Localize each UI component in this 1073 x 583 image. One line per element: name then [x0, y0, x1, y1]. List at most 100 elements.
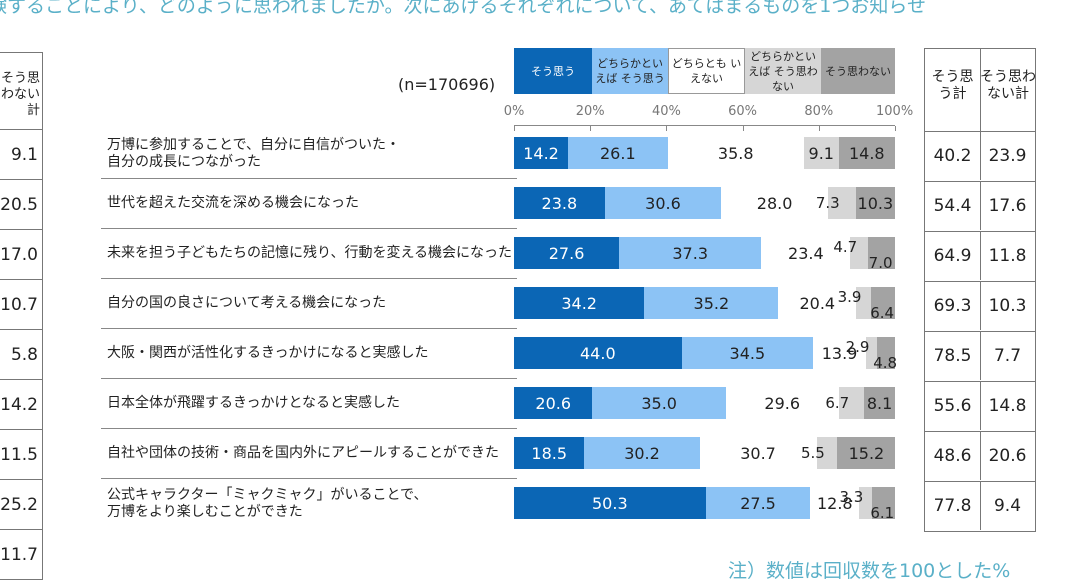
bar-segment: 10.3 — [855, 187, 895, 219]
disagree-total-cell: 14.8 — [988, 396, 1027, 416]
bar-segment: 14.8 — [838, 137, 895, 169]
x-tick-label: 20% — [575, 104, 605, 119]
x-tick-mark — [514, 126, 515, 131]
summary-table-header: そう思う計 そう思わない計 — [924, 48, 1036, 132]
bar-segment: 50.3 — [514, 487, 706, 519]
row-separator — [101, 178, 517, 179]
bar-segment: 34.5 — [681, 337, 814, 369]
disagree-total-cell: 17.6 — [988, 196, 1027, 216]
previous-table-cell: 20.5 — [0, 180, 43, 230]
data-label: 35.8 — [717, 143, 754, 163]
data-label: 3.9 — [837, 288, 862, 306]
agree-total-cell: 40.2 — [925, 132, 981, 180]
x-tick-label: 60% — [728, 104, 758, 119]
data-label: 13.9 — [821, 343, 858, 363]
bar-segment: 29.6 — [725, 387, 839, 419]
data-label: 30.7 — [740, 443, 776, 463]
data-label: 44.0 — [580, 343, 616, 363]
data-label: 18.5 — [531, 443, 568, 463]
bar-segment: 8.1 — [864, 387, 895, 419]
x-tick-label: 0% — [503, 104, 525, 119]
data-label: 34.5 — [729, 343, 766, 363]
data-label: 2.9 — [845, 338, 870, 356]
bar-segment — [877, 337, 896, 369]
previous-table-cell: 14.2 — [0, 380, 43, 430]
data-label: 30.2 — [624, 443, 660, 463]
x-tick-mark — [895, 126, 896, 131]
bar-segment: 26.1 — [568, 137, 668, 169]
disagree-total-header: そう思わない計 — [980, 69, 1036, 102]
disagree-total-cell: 11.8 — [988, 246, 1027, 266]
data-label: 6.1 — [870, 504, 895, 522]
bar-segment — [868, 237, 895, 269]
bar-segment — [816, 437, 838, 469]
previous-table-cell: 17.0 — [0, 230, 43, 280]
bar-segment: 28.0 — [721, 187, 828, 219]
data-label: 20.6 — [535, 393, 572, 413]
previous-table-cell: 25.2 — [0, 480, 43, 530]
bar-segment: 20.6 — [514, 387, 593, 419]
bar-segment: 23.8 — [514, 187, 605, 219]
data-label: 30.6 — [645, 193, 681, 213]
bar-segment: 30.6 — [604, 187, 722, 219]
bar-segment: 30.7 — [699, 437, 817, 469]
bar-segment: 14.2 — [514, 137, 569, 169]
category-label: 世代を超えた交流を深める機会になった — [107, 195, 359, 211]
data-label: 23.8 — [541, 193, 578, 213]
bar-segment — [827, 187, 856, 219]
bar-segment: 44.0 — [514, 337, 682, 369]
x-tick-mark — [818, 126, 820, 131]
row-separator — [101, 328, 517, 329]
data-label: 14.2 — [523, 143, 559, 163]
summary-row: 64.9 11.8 — [924, 232, 1036, 282]
agree-total-cell: 54.4 — [925, 182, 981, 230]
sample-size-label: (n=170696) — [398, 75, 496, 94]
agree-total-cell: 78.5 — [925, 332, 981, 380]
legend-item-3: どちらかといえば そう思わない — [745, 48, 821, 94]
data-label: 3.3 — [839, 488, 864, 506]
previous-table-header: そう思わない計 — [0, 52, 43, 130]
chart-legend: そう思う どちらかといえば そう思う どちらとも いえない どちらかといえば そう思わ… — [514, 48, 895, 96]
x-tick-mark — [742, 126, 744, 131]
data-label: 4.8 — [873, 354, 898, 372]
data-label: 28.0 — [756, 193, 793, 213]
data-label: 12.8 — [816, 493, 853, 513]
category-label: 自社や団体の技術・商品を国内外にアピールすることができた — [107, 445, 499, 461]
bar-segment: 27.6 — [514, 237, 620, 269]
data-label: 6.4 — [870, 304, 895, 322]
agree-total-header: そう思う計 — [925, 49, 981, 131]
disagree-total-cell: 9.4 — [993, 496, 1022, 516]
x-tick-label: 80% — [804, 104, 834, 119]
data-label: 29.6 — [764, 393, 801, 413]
summary-row: 77.8 9.4 — [924, 482, 1036, 532]
disagree-total-cell: 23.9 — [988, 146, 1027, 166]
bar-segment: 9.1 — [803, 137, 839, 169]
bar-segment — [859, 487, 872, 519]
bar-segment: 15.2 — [837, 437, 896, 469]
data-label: 35.0 — [641, 393, 677, 413]
footnote: 注）数値は回収数を100とした% — [728, 560, 1011, 582]
data-label: 6.7 — [825, 394, 850, 412]
agree-total-cell: 64.9 — [925, 232, 981, 280]
bar-segment: 35.0 — [592, 387, 726, 419]
bar-segment: 34.2 — [514, 287, 645, 319]
data-label: 4.7 — [833, 238, 858, 256]
category-label: 万博に参加することで、自分に自信がついた・ 自分の成長につながった — [107, 137, 401, 170]
row-separator — [101, 378, 517, 379]
data-label: 7.0 — [868, 254, 893, 272]
legend-item-4: そう思わない — [821, 48, 895, 94]
data-label: 7.3 — [815, 194, 840, 212]
bar-segment — [856, 287, 871, 319]
agree-total-cell: 48.6 — [925, 432, 981, 480]
disagree-total-cell: 20.6 — [988, 446, 1027, 466]
x-axis-tick-labels: 0% 20% 40% 60% 80% 100% — [503, 104, 925, 122]
category-label: 自分の国の良さについて考える機会になった — [107, 295, 387, 311]
category-label: 日本全体が飛躍するきっかけとなると実感した — [107, 395, 401, 411]
data-label: 50.3 — [592, 493, 628, 513]
category-label: 大阪・関西が活性化するきっかけになると実感した — [107, 345, 429, 361]
agree-total-cell: 55.6 — [925, 382, 981, 430]
data-label: 15.2 — [848, 443, 885, 463]
data-label: 35.2 — [693, 293, 730, 313]
previous-table-cell: 5.8 — [0, 330, 43, 380]
